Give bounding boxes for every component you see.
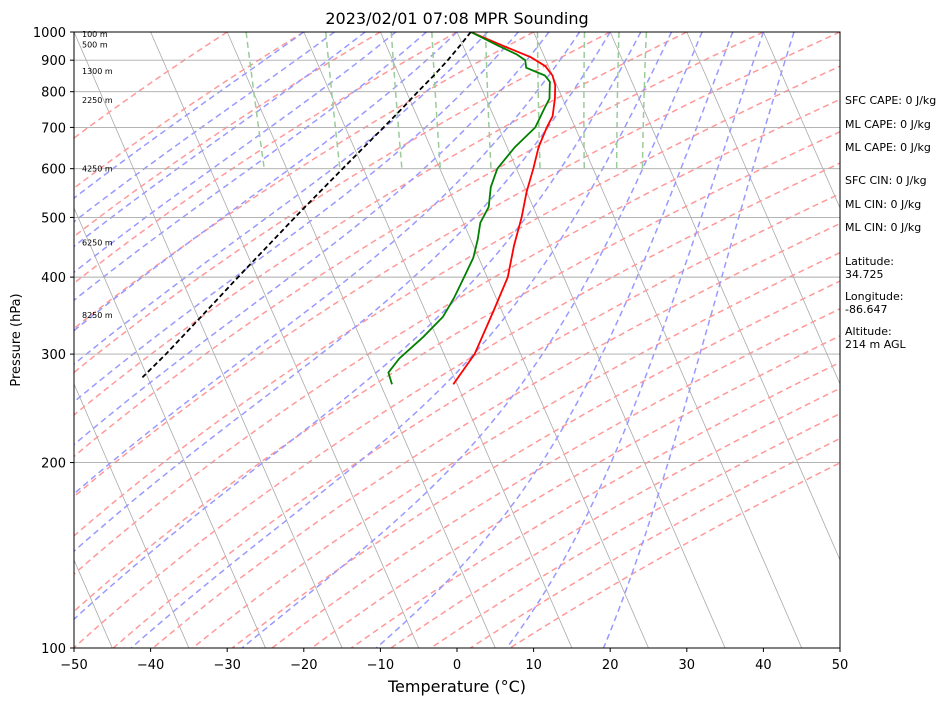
dry-adiabat	[74, 32, 534, 330]
y-tick-label: 800	[41, 86, 66, 101]
moist-adiabat	[74, 32, 427, 302]
isotherm-line	[763, 32, 840, 210]
moist-adiabat	[74, 32, 581, 495]
moist-adiabat	[130, 32, 673, 648]
y-tick-label: 700	[41, 121, 66, 136]
isotherm-line	[74, 206, 266, 648]
y-tick-label: 200	[41, 457, 66, 472]
moist-adiabat	[74, 32, 305, 200]
ml-cin-1: ML CIN: 0 J/kg	[845, 198, 922, 211]
dry-adiabat	[74, 162, 840, 648]
mixing-ratio-line	[245, 32, 265, 169]
x-tick-label: −10	[367, 658, 394, 673]
moist-adiabat	[74, 32, 366, 248]
sounding-profiles	[141, 32, 557, 385]
x-tick-label: −40	[137, 658, 164, 673]
moist-adiabat	[602, 32, 795, 648]
moist-adiabat	[74, 32, 642, 621]
y-tick-label: 400	[41, 271, 66, 286]
dry-adiabat	[192, 251, 840, 648]
y-axis-label: Pressure (hPa)	[9, 293, 24, 386]
dry-adiabat	[74, 65, 840, 537]
moist-adiabat	[74, 32, 489, 366]
moist-adiabat	[506, 32, 765, 648]
ml-cin-2: ML CIN: 0 J/kg	[845, 221, 922, 234]
isotherm-line	[456, 32, 726, 648]
dry-adiabat	[74, 32, 611, 374]
plot-frame	[73, 31, 841, 649]
parcel-profile	[141, 32, 472, 379]
moist-adiabat	[74, 32, 397, 274]
y-tick-label: 100	[41, 642, 66, 657]
ml-cape-2: ML CAPE: 0 J/kg	[845, 141, 931, 154]
moist-adiabat	[74, 32, 519, 403]
moist-adiabat	[74, 32, 550, 446]
moist-adiabat	[74, 32, 335, 223]
x-tick-label: 10	[525, 658, 542, 673]
x-axis-ticks: −50 −40 −30 −20 −10 0 10 20 30 40 50	[60, 648, 848, 673]
ml-cape-1: ML CAPE: 0 J/kg	[845, 118, 931, 131]
y-tick-label: 500	[41, 211, 66, 226]
mixing-ratio-line	[390, 32, 403, 169]
isotherm-line	[686, 32, 840, 386]
latitude: Latitude: 34.725	[845, 255, 894, 281]
dry-adiabat	[271, 307, 840, 648]
moist-adiabat	[74, 32, 611, 553]
height-label: 6250 m	[82, 239, 113, 248]
x-axis-label: Temperature (°C)	[387, 677, 526, 696]
mixing-ratio-line	[641, 32, 648, 169]
isotherm-line	[226, 32, 496, 648]
moist-adiabat	[74, 32, 458, 332]
dewpoint-profile	[387, 32, 551, 385]
dry-adiabat	[74, 32, 305, 190]
x-tick-label: 30	[679, 658, 696, 673]
x-tick-label: −50	[60, 658, 87, 673]
height-label: 1300 m	[82, 67, 113, 76]
dry-adiabat	[74, 32, 688, 416]
y-tick-label: 300	[41, 348, 66, 363]
dry-adiabat	[152, 222, 840, 648]
chart-title: 2023/02/01 07:08 MPR Sounding	[325, 9, 588, 28]
isotherm-line	[609, 32, 840, 562]
y-axis-ticks: 100 200 300 400 500 600 700 800 900 1000	[33, 26, 74, 657]
moist-adiabat	[241, 32, 703, 648]
longitude: Longitude: -86.647	[845, 290, 904, 316]
pressure-gridlines	[74, 31, 840, 649]
y-tick-label: 900	[41, 54, 66, 69]
mixing-ratio-line	[615, 32, 620, 169]
y-tick-label: 1000	[33, 26, 66, 41]
moist-adiabat	[375, 32, 734, 648]
sfc-cape: SFC CAPE: 0 J/kg	[845, 94, 937, 107]
background-lines	[74, 32, 840, 648]
y-tick-label: 600	[41, 163, 66, 178]
isotherm-line	[74, 382, 190, 648]
isotherm-line	[303, 32, 573, 648]
isotherm-line	[380, 32, 649, 648]
x-tick-label: 20	[602, 658, 619, 673]
dry-adiabat	[74, 32, 840, 498]
x-tick-label: 50	[832, 658, 849, 673]
height-label: 2250 m	[82, 96, 113, 105]
isotherm-line	[150, 32, 420, 648]
dry-adiabat	[74, 130, 840, 613]
dry-adiabat	[311, 335, 840, 648]
temperature-profile	[452, 32, 557, 385]
height-label: 4250 m	[82, 165, 113, 174]
x-tick-label: 0	[453, 658, 461, 673]
height-label: 8250 m	[82, 311, 113, 320]
dry-adiabat	[74, 98, 840, 576]
dry-adiabat	[74, 32, 458, 285]
x-tick-label: 40	[755, 658, 772, 673]
sfc-cin: SFC CIN: 0 J/kg	[845, 174, 927, 187]
height-label: 100 m	[82, 30, 108, 39]
altitude: Altitude: 214 m AGL	[845, 325, 906, 351]
x-tick-label: −20	[290, 658, 317, 673]
mixing-ratio-line	[431, 32, 442, 169]
height-label: 500 m	[82, 40, 108, 49]
x-tick-label: −30	[213, 658, 240, 673]
isotherm-line	[74, 32, 343, 648]
